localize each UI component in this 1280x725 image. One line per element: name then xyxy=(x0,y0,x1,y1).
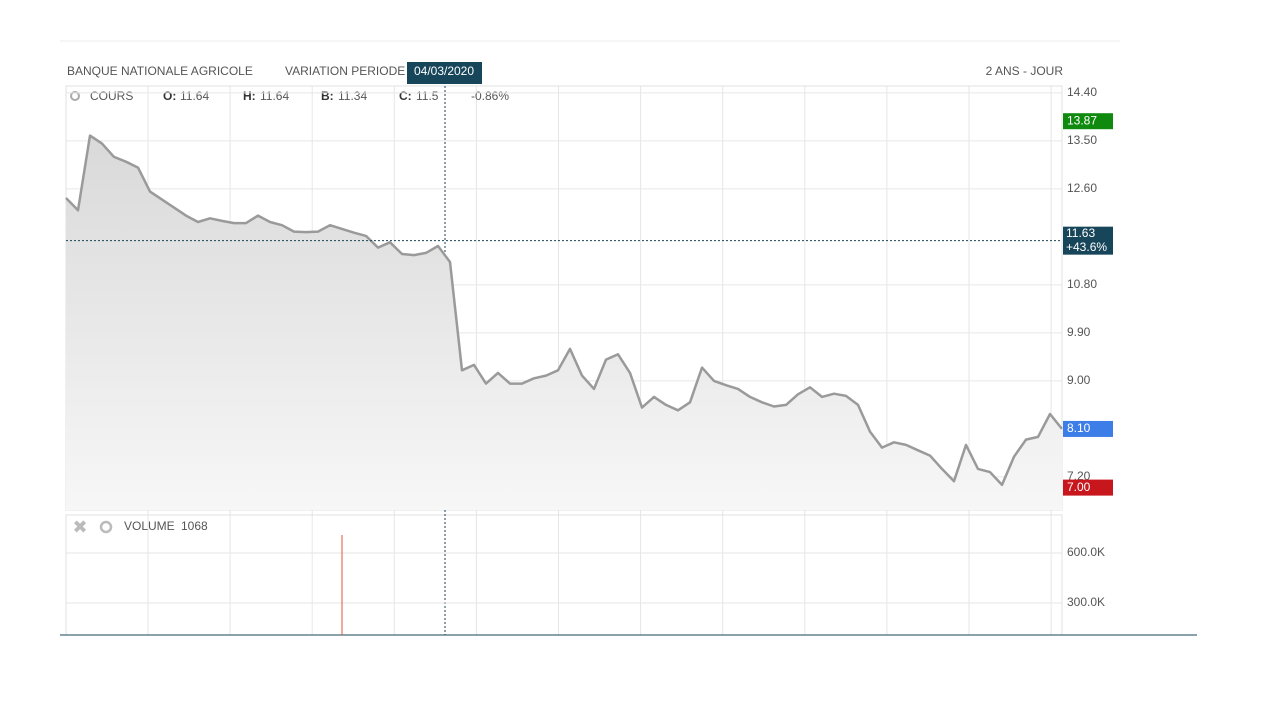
crosshair-value: 11.63 xyxy=(1066,226,1095,240)
y-tick-label: 300.0K xyxy=(1067,595,1105,609)
volume-name: VOLUME xyxy=(124,519,175,533)
price-marker-label: 8.10 xyxy=(1067,421,1091,435)
variation: VARIATION PERIODE xyxy=(285,64,405,78)
price-marker-label: 7.00 xyxy=(1067,480,1091,494)
crosshair-box xyxy=(1063,226,1113,255)
y-tick-label: 13.50 xyxy=(1067,133,1097,147)
date-box xyxy=(407,62,482,84)
period: 2 ANS - JOUR xyxy=(986,64,1064,78)
legend-key: B: xyxy=(321,89,334,103)
legend-key: H: xyxy=(243,89,256,103)
volume-panel xyxy=(65,514,1063,636)
price-marker xyxy=(1063,113,1113,130)
price-line xyxy=(65,134,1063,487)
legend-value: 11.34 xyxy=(338,89,367,103)
price-area xyxy=(66,135,1062,510)
date: 04/03/2020 xyxy=(414,64,474,78)
legend-value: 11.64 xyxy=(260,89,289,103)
crosshair-change: +43.6% xyxy=(1066,240,1107,254)
volume-bar xyxy=(341,535,343,635)
legend: O: 11.64 H: 11.64 B: 11.34 C: 11.5 xyxy=(163,89,439,103)
y-tick-label: 600.0K xyxy=(1067,545,1105,559)
y-tick-label: 14.40 xyxy=(1067,85,1097,99)
legend-value: 11.64 xyxy=(180,89,209,103)
volume-last: 1068 xyxy=(181,519,208,533)
gear-icon[interactable] xyxy=(70,91,80,101)
close-icon[interactable]: ✖ xyxy=(72,517,87,537)
y-tick-label: 9.90 xyxy=(1067,325,1091,339)
legend-value: 11.5 xyxy=(416,89,439,103)
price-marker xyxy=(1063,420,1113,437)
legend-key: O: xyxy=(163,89,176,103)
gear-icon[interactable] xyxy=(99,520,113,534)
price-marker xyxy=(1063,479,1113,496)
y-tick-label: 12.60 xyxy=(1067,181,1097,195)
legend-change: -0.86% xyxy=(471,89,509,103)
y-tick-label: 10.80 xyxy=(1067,277,1097,291)
company: BANQUE NATIONALE AGRICOLE xyxy=(67,64,253,78)
price-marker-label: 13.87 xyxy=(1067,113,1097,127)
legend-key: C: xyxy=(399,89,412,103)
y-tick-label: 9.00 xyxy=(1067,373,1091,387)
legend-series: COURS xyxy=(90,89,133,103)
